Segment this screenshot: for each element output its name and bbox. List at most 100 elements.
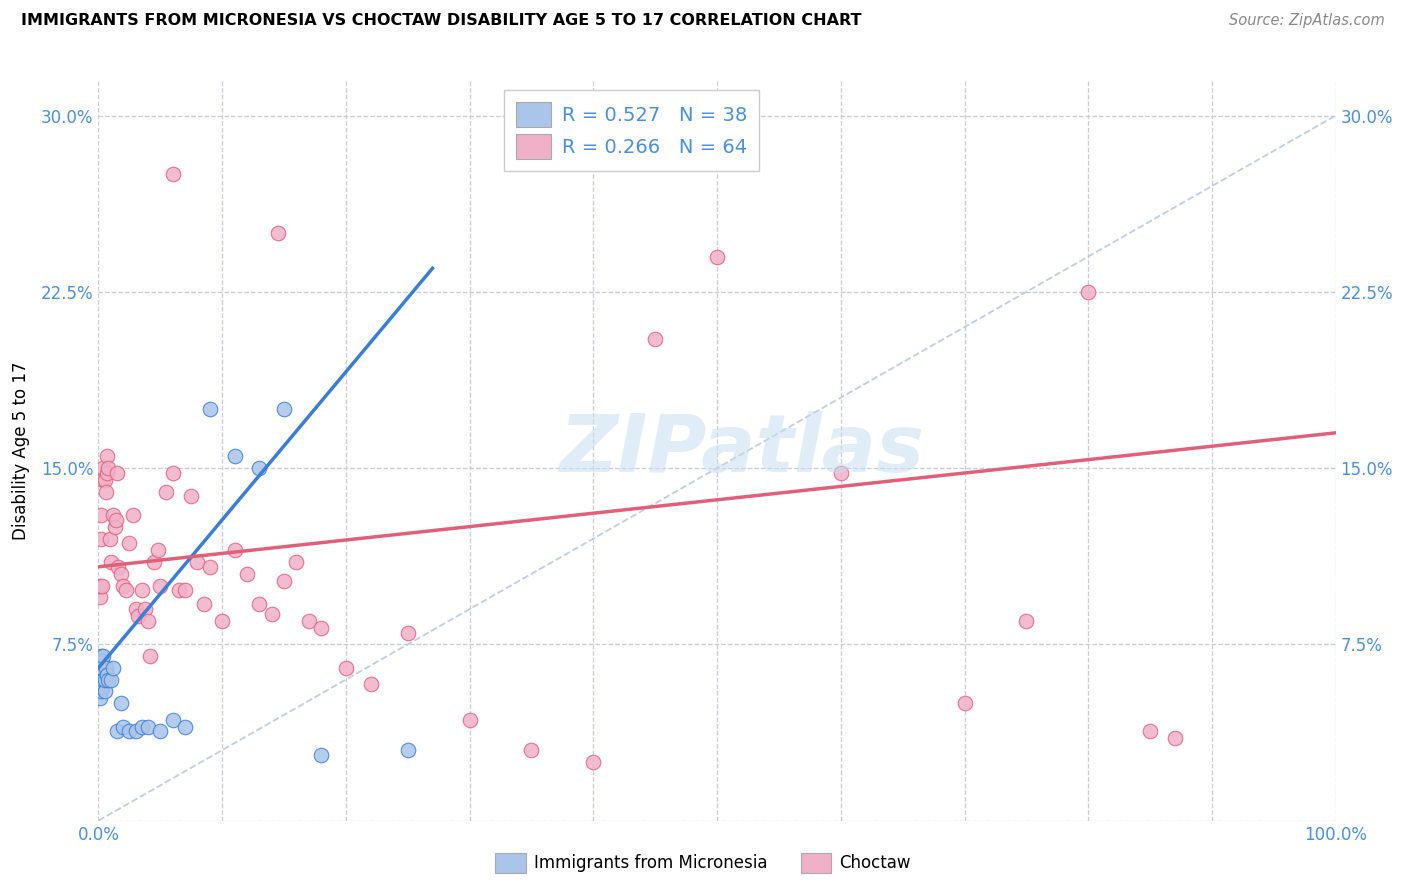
Point	[93, 473, 115, 487]
Point	[236, 566, 259, 581]
Point	[520, 743, 543, 757]
Point	[96, 466, 118, 480]
Point	[96, 668, 118, 682]
Point	[335, 661, 357, 675]
Point	[104, 513, 127, 527]
Point	[267, 226, 290, 240]
Point	[89, 591, 111, 605]
Point	[89, 579, 111, 593]
Point	[309, 747, 332, 762]
Point	[1139, 724, 1161, 739]
Point	[89, 691, 111, 706]
Point	[112, 720, 135, 734]
Point	[211, 614, 233, 628]
Point	[162, 466, 184, 480]
Point	[396, 743, 419, 757]
Point	[247, 461, 270, 475]
Point	[103, 520, 125, 534]
Point	[124, 602, 146, 616]
Point	[309, 621, 332, 635]
Point	[146, 543, 169, 558]
Point	[127, 609, 149, 624]
Point	[105, 724, 128, 739]
Point	[103, 508, 125, 522]
Point	[136, 614, 159, 628]
Point	[285, 555, 308, 569]
Point	[644, 332, 666, 346]
Point	[103, 661, 125, 675]
Point	[134, 602, 156, 616]
Point	[118, 536, 141, 550]
Point	[90, 668, 112, 682]
Point	[155, 484, 177, 499]
Point	[143, 555, 166, 569]
Legend: R = 0.527   N = 38, R = 0.266   N = 64: R = 0.527 N = 38, R = 0.266 N = 64	[505, 90, 759, 171]
Point	[93, 684, 115, 698]
Point	[89, 673, 111, 687]
Text: Source: ZipAtlas.com: Source: ZipAtlas.com	[1229, 13, 1385, 29]
Point	[131, 720, 153, 734]
Point	[89, 661, 111, 675]
Point	[90, 532, 112, 546]
Text: IMMIGRANTS FROM MICRONESIA VS CHOCTAW DISABILITY AGE 5 TO 17 CORRELATION CHART: IMMIGRANTS FROM MICRONESIA VS CHOCTAW DI…	[21, 13, 862, 29]
Point	[830, 466, 852, 480]
Point	[953, 696, 976, 710]
Point	[100, 555, 122, 569]
Point	[1164, 731, 1187, 746]
Point	[122, 508, 145, 522]
Point	[98, 532, 121, 546]
Point	[90, 684, 112, 698]
Y-axis label: Disability Age 5 to 17: Disability Age 5 to 17	[11, 361, 30, 540]
Point	[396, 625, 419, 640]
Point	[91, 654, 114, 668]
Point	[139, 649, 162, 664]
Point	[149, 724, 172, 739]
Point	[193, 598, 215, 612]
Point	[224, 543, 246, 558]
Point	[90, 677, 112, 691]
Point	[93, 461, 115, 475]
Point	[162, 167, 184, 181]
Point	[110, 696, 132, 710]
Point	[89, 654, 111, 668]
Point	[90, 508, 112, 522]
Point	[91, 680, 114, 694]
Point	[93, 673, 115, 687]
Point	[458, 713, 481, 727]
Legend: Immigrants from Micronesia, Choctaw: Immigrants from Micronesia, Choctaw	[489, 847, 917, 880]
Point	[1015, 614, 1038, 628]
Point	[91, 673, 114, 687]
Point	[131, 583, 153, 598]
Point	[118, 724, 141, 739]
Point	[90, 649, 112, 664]
Point	[149, 579, 172, 593]
Point	[91, 579, 114, 593]
Point	[247, 598, 270, 612]
Point	[94, 484, 117, 499]
Point	[136, 720, 159, 734]
Point	[93, 473, 115, 487]
Point	[360, 677, 382, 691]
Point	[94, 661, 117, 675]
Point	[112, 579, 135, 593]
Point	[96, 450, 118, 464]
Point	[124, 724, 146, 739]
Point	[97, 673, 120, 687]
Point	[162, 713, 184, 727]
Point	[273, 402, 295, 417]
Point	[110, 566, 132, 581]
Point	[706, 250, 728, 264]
Point	[582, 755, 605, 769]
Point	[1077, 285, 1099, 299]
Point	[89, 681, 111, 696]
Point	[174, 720, 197, 734]
Point	[186, 555, 208, 569]
Point	[93, 649, 115, 664]
Point	[100, 673, 122, 687]
Point	[167, 583, 190, 598]
Point	[260, 607, 283, 621]
Point	[114, 583, 136, 598]
Point	[298, 614, 321, 628]
Text: ZIPatlas: ZIPatlas	[560, 411, 924, 490]
Point	[198, 559, 221, 574]
